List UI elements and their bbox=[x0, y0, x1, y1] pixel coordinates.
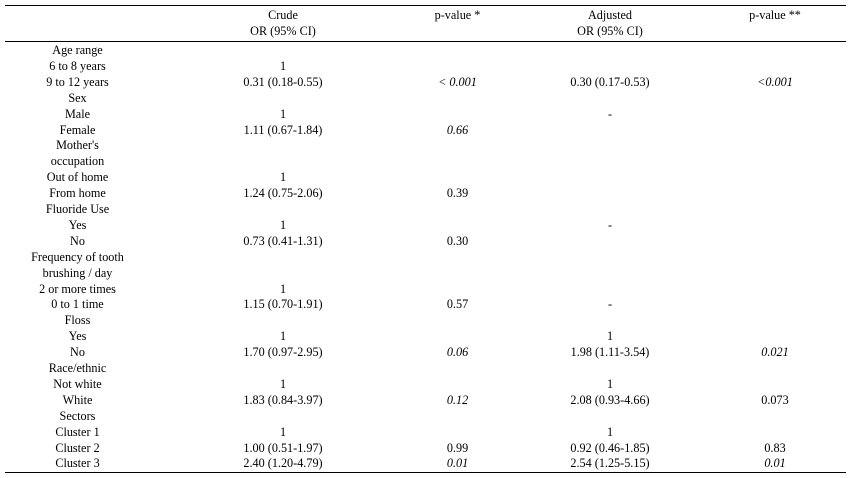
crude-pvalue: 0.01 bbox=[446, 456, 469, 470]
crude-or: 1.15 (0.70-1.91) bbox=[243, 297, 323, 311]
row-label: Sex bbox=[68, 91, 87, 105]
adjusted-or: 0.30 (0.17-0.53) bbox=[570, 75, 650, 89]
row-label: Cluster 1 bbox=[55, 425, 100, 439]
row-label: Frequency of tooth bbox=[31, 250, 124, 264]
crude-pvalue: 0.30 bbox=[446, 234, 469, 248]
adjusted-pvalue: 0.01 bbox=[764, 456, 786, 470]
adjusted-pvalue: 0.021 bbox=[761, 345, 789, 359]
row-label: 6 to 8 years bbox=[49, 59, 106, 73]
header-pvalue1: p-value * bbox=[434, 8, 481, 22]
row-label: Female bbox=[59, 123, 96, 137]
header-crude-line1: Crude bbox=[268, 8, 298, 22]
adjusted-pvalue: <0.001 bbox=[757, 75, 793, 89]
header-pvalue2: p-value ** bbox=[749, 8, 801, 22]
crude-or: 1 bbox=[279, 59, 287, 73]
header-crude-line2: OR (95% CI) bbox=[250, 24, 316, 38]
row-label: No bbox=[70, 234, 85, 248]
crude-pvalue: 0.57 bbox=[446, 297, 469, 311]
row-label: Mother's bbox=[56, 138, 99, 152]
crude-or: 1 bbox=[279, 282, 287, 296]
crude-pvalue: 0.39 bbox=[446, 186, 469, 200]
adjusted-or: 2.08 (0.93-4.66) bbox=[570, 393, 650, 407]
row-label: Not white bbox=[53, 377, 102, 391]
bottom-rule bbox=[5, 472, 846, 473]
crude-or: 1.83 (0.84-3.97) bbox=[243, 393, 323, 407]
row-label: occupation bbox=[50, 154, 105, 168]
adjusted-or: - bbox=[607, 218, 613, 232]
row-label: Out of home bbox=[46, 170, 109, 184]
adjusted-or: 0.92 (0.46-1.85) bbox=[570, 441, 650, 455]
crude-or: 1 bbox=[279, 170, 287, 184]
adjusted-or: - bbox=[607, 297, 613, 311]
adjusted-or: 1 bbox=[606, 329, 614, 343]
crude-or: 1.24 (0.75-2.06) bbox=[243, 186, 323, 200]
crude-or: 0.73 (0.41-1.31) bbox=[243, 234, 323, 248]
row-label: 2 or more times bbox=[39, 282, 116, 296]
crude-pvalue: 0.99 bbox=[446, 441, 469, 455]
crude-or: 1.00 (0.51-1.97) bbox=[243, 441, 323, 455]
header-adjusted-line2: OR (95% CI) bbox=[577, 24, 643, 38]
adjusted-pvalue: 0.83 bbox=[764, 441, 786, 455]
row-label: Yes bbox=[68, 329, 87, 343]
adjusted-pvalue: 0.073 bbox=[761, 393, 789, 407]
header-adjusted-line1: Adjusted bbox=[587, 8, 632, 22]
crude-or: 1.11 (0.67-1.84) bbox=[243, 123, 323, 137]
row-label: Fluoride Use bbox=[45, 202, 110, 216]
row-label: Male bbox=[64, 107, 91, 121]
crude-or: 2.40 (1.20-4.79) bbox=[243, 456, 323, 470]
row-label: Floss bbox=[64, 313, 91, 327]
row-label: brushing / day bbox=[42, 266, 113, 280]
crude-or: 1.70 (0.97-2.95) bbox=[243, 345, 323, 359]
row-label: Cluster 2 bbox=[55, 441, 100, 455]
crude-or: 0.31 (0.18-0.55) bbox=[243, 75, 323, 89]
adjusted-or: 2.54 (1.25-5.15) bbox=[570, 456, 650, 470]
header-rule bbox=[5, 41, 846, 42]
adjusted-or: 1.98 (1.11-3.54) bbox=[570, 345, 650, 359]
adjusted-or: 1 bbox=[606, 377, 614, 391]
crude-or: 1 bbox=[279, 107, 287, 121]
row-label: Race/ethnic bbox=[48, 361, 107, 375]
row-label: 9 to 12 years bbox=[46, 75, 109, 89]
crude-pvalue: 0.12 bbox=[446, 393, 469, 407]
crude-pvalue: < 0.001 bbox=[438, 75, 477, 89]
row-label: White bbox=[62, 393, 93, 407]
adjusted-or: 1 bbox=[606, 425, 614, 439]
row-label: Sectors bbox=[59, 409, 96, 423]
row-label: Age range bbox=[52, 43, 103, 57]
row-label: From home bbox=[49, 186, 106, 200]
row-label: 0 to 1 time bbox=[51, 297, 104, 311]
top-rule bbox=[5, 5, 846, 6]
adjusted-or: - bbox=[607, 107, 613, 121]
row-label: Yes bbox=[68, 218, 87, 232]
crude-or: 1 bbox=[279, 425, 287, 439]
crude-or: 1 bbox=[279, 218, 287, 232]
crude-pvalue: 0.66 bbox=[446, 123, 469, 137]
row-label: Cluster 3 bbox=[55, 456, 100, 470]
crude-pvalue: 0.06 bbox=[446, 345, 469, 359]
row-label: No bbox=[70, 345, 85, 359]
crude-or: 1 bbox=[279, 329, 287, 343]
crude-or: 1 bbox=[279, 377, 287, 391]
